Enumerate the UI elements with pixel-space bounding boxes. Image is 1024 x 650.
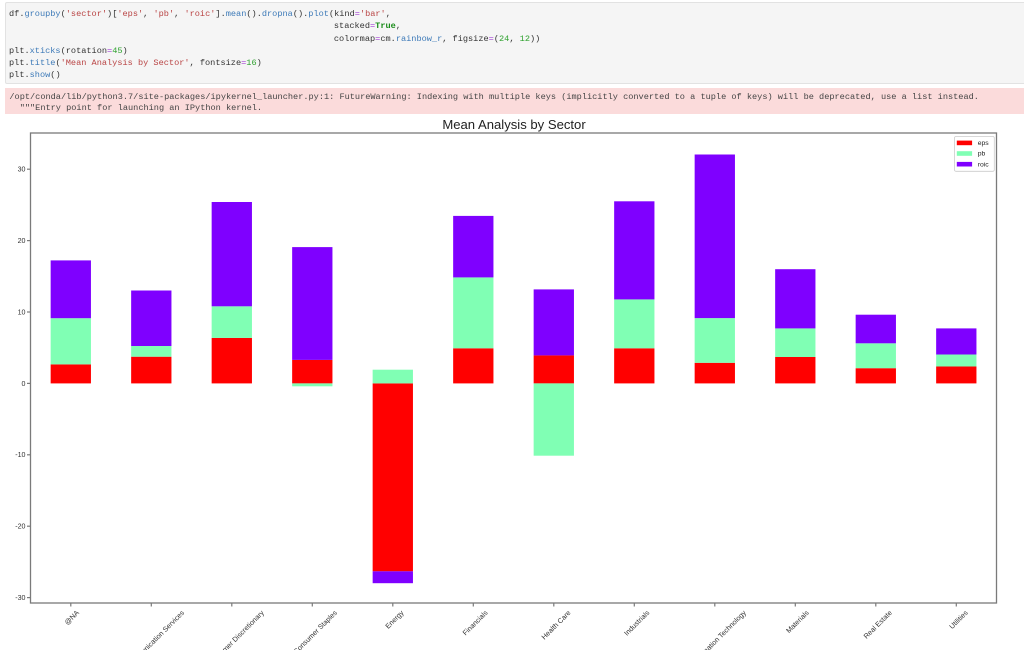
svg-text:pb: pb: [978, 151, 986, 158]
svg-text:Financials: Financials: [461, 609, 490, 638]
svg-text:roic: roic: [978, 161, 990, 168]
svg-text:20: 20: [18, 237, 26, 245]
svg-text:-20: -20: [15, 523, 25, 531]
svg-text:Mean Analysis by Sector: Mean Analysis by Sector: [442, 117, 586, 132]
svg-text:Energy: Energy: [384, 609, 406, 631]
svg-text:Health Care: Health Care: [540, 609, 572, 641]
svg-text:10: 10: [18, 308, 26, 316]
svg-text:Communication Services: Communication Services: [125, 609, 186, 650]
svg-text:eps: eps: [978, 140, 990, 147]
svg-text:Consumer Staples: Consumer Staples: [292, 609, 339, 650]
svg-text:@NA: @NA: [63, 609, 81, 627]
svg-text:30: 30: [18, 166, 26, 174]
svg-text:-10: -10: [15, 451, 25, 459]
svg-text:Information Technology: Information Technology: [690, 609, 748, 650]
svg-text:Utilities: Utilities: [948, 609, 970, 631]
svg-text:Materials: Materials: [785, 609, 811, 635]
svg-text:Real Estate: Real Estate: [862, 609, 894, 641]
svg-text:-30: -30: [15, 594, 25, 602]
svg-text:0: 0: [22, 380, 26, 388]
svg-text:Consumer Discretionary: Consumer Discretionary: [206, 609, 266, 650]
svg-text:Industrials: Industrials: [623, 609, 652, 638]
